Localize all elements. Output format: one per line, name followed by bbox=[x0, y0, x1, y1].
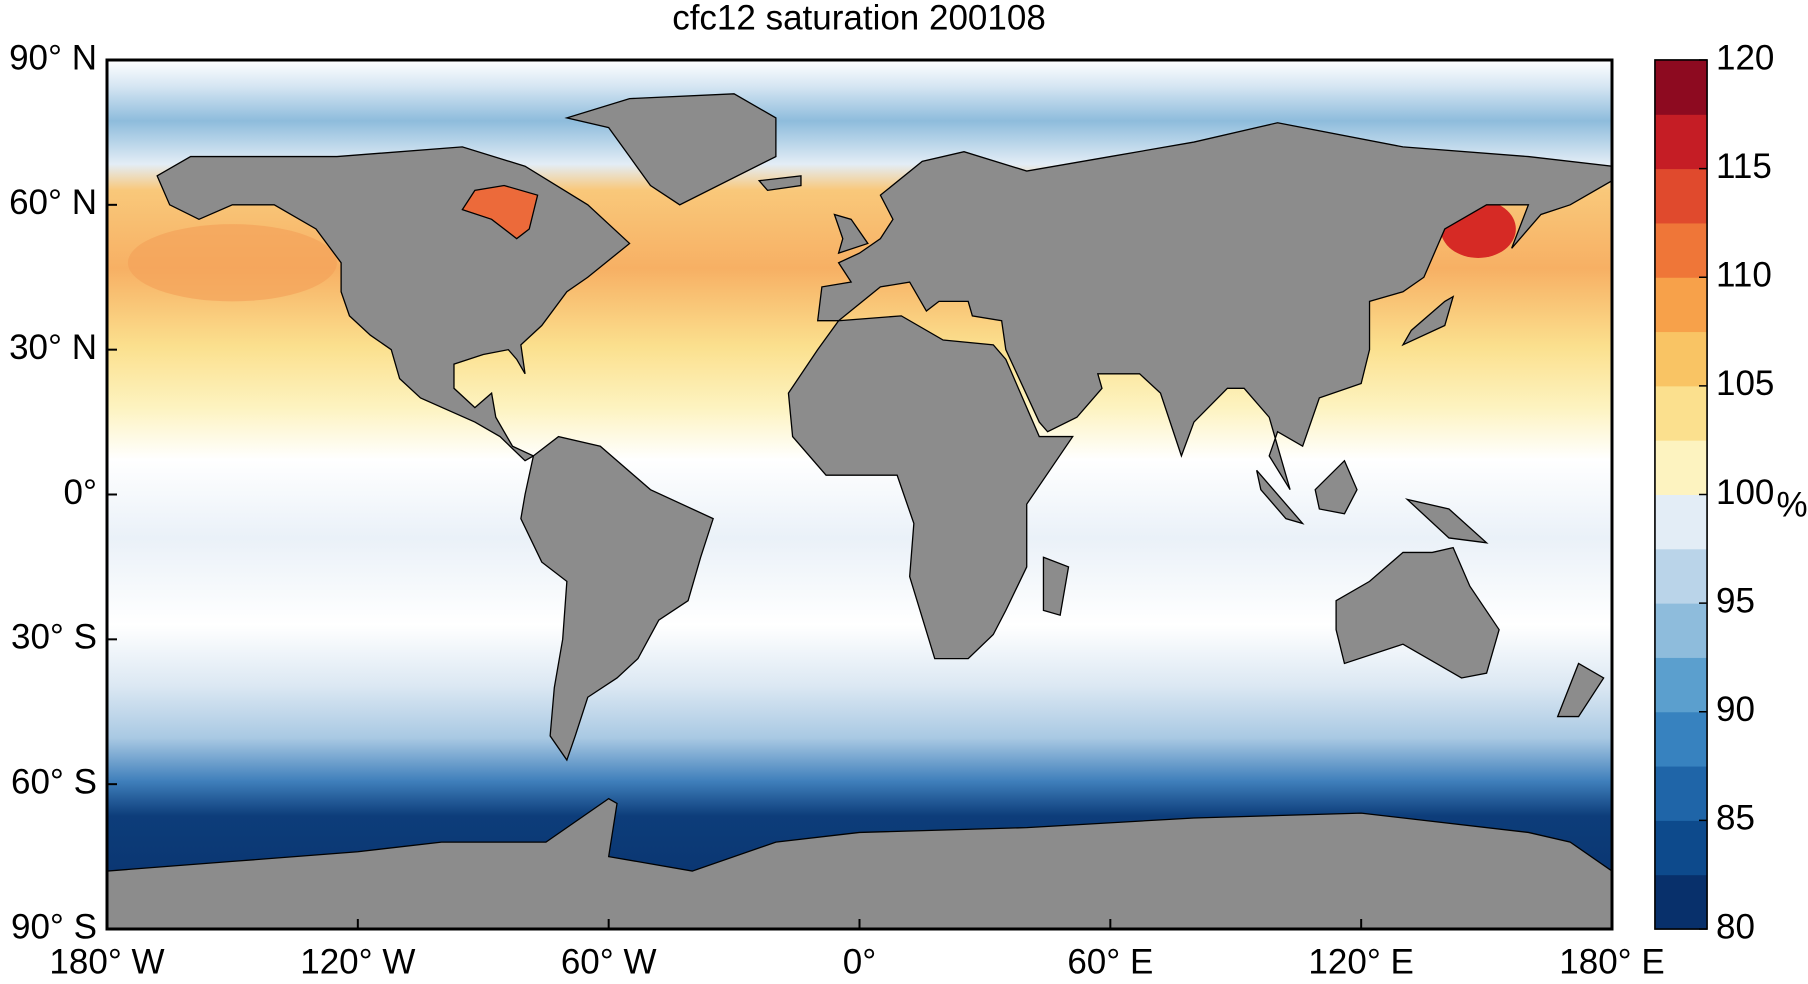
colorbar-swatch bbox=[1655, 657, 1707, 713]
colorbar-tick-label: 115 bbox=[1716, 147, 1772, 186]
colorbar-swatch bbox=[1655, 385, 1707, 441]
colorbar-swatch bbox=[1655, 494, 1707, 550]
south-america bbox=[521, 437, 713, 760]
colorbar-swatch bbox=[1655, 277, 1707, 333]
colorbar-tick-label: 95 bbox=[1716, 581, 1755, 620]
y-tick-label: 0° bbox=[64, 473, 97, 512]
y-tick-label: 30° N bbox=[9, 328, 97, 367]
australia bbox=[1336, 548, 1499, 678]
new-zealand bbox=[1558, 663, 1604, 716]
new-guinea bbox=[1407, 499, 1486, 542]
antarctica bbox=[107, 799, 1612, 929]
colorbar-outline bbox=[1654, 59, 1708, 930]
sumatra bbox=[1257, 470, 1303, 523]
map-layer bbox=[107, 94, 1612, 929]
colorbar-tick-label: 100 bbox=[1716, 473, 1774, 512]
eurasia bbox=[818, 123, 1612, 490]
x-tick-label: 0° bbox=[843, 942, 876, 981]
chart-title: cfc12 saturation 200108 bbox=[672, 0, 1046, 37]
colorbar-tick-label: 80 bbox=[1716, 907, 1755, 946]
colorbar-swatch bbox=[1655, 766, 1707, 821]
y-tick-label: 30° S bbox=[11, 618, 97, 657]
colorbar-swatch bbox=[1655, 168, 1707, 224]
colorbar-tick-label: 120 bbox=[1716, 38, 1774, 77]
colorbar-swatch bbox=[1655, 60, 1707, 115]
japan bbox=[1403, 297, 1453, 345]
x-tick-label: 120° E bbox=[1308, 942, 1413, 981]
hudson-bay bbox=[462, 186, 537, 239]
colorbar-swatch bbox=[1655, 548, 1707, 604]
madagascar bbox=[1043, 557, 1068, 615]
y-tick-label: 90° S bbox=[11, 907, 97, 946]
colorbar-tick-label: 90 bbox=[1716, 690, 1755, 729]
britain bbox=[834, 214, 867, 253]
colorbar-swatch bbox=[1655, 440, 1707, 495]
colorbar-swatch bbox=[1655, 331, 1707, 387]
colorbar-swatch bbox=[1655, 114, 1707, 170]
colorbar-tick-label: 110 bbox=[1716, 256, 1772, 295]
colorbar-swatch bbox=[1655, 820, 1707, 876]
greenland bbox=[567, 94, 776, 205]
x-tick-label: 180° W bbox=[49, 942, 164, 981]
iceland bbox=[759, 176, 801, 190]
y-tick-label: 60° N bbox=[9, 183, 97, 222]
colorbar-swatch bbox=[1655, 711, 1707, 767]
x-tick-label: 120° W bbox=[300, 942, 415, 981]
x-tick-label: 60° E bbox=[1067, 942, 1153, 981]
hotspot bbox=[127, 224, 337, 302]
colorbar-swatch bbox=[1655, 874, 1707, 930]
y-tick-label: 60° S bbox=[11, 762, 97, 801]
colorbar-tick-label: 85 bbox=[1716, 799, 1755, 838]
x-tick-label: 60° W bbox=[561, 942, 657, 981]
africa bbox=[788, 316, 1072, 659]
colorbar-swatch bbox=[1655, 222, 1707, 278]
x-tick-label: 180° E bbox=[1559, 942, 1664, 981]
borneo bbox=[1315, 461, 1357, 514]
colorbar-swatch bbox=[1655, 603, 1707, 658]
colorbar-label: % bbox=[1776, 485, 1807, 524]
y-tick-label: 90° N bbox=[9, 38, 97, 77]
colorbar-tick-label: 105 bbox=[1716, 364, 1774, 403]
